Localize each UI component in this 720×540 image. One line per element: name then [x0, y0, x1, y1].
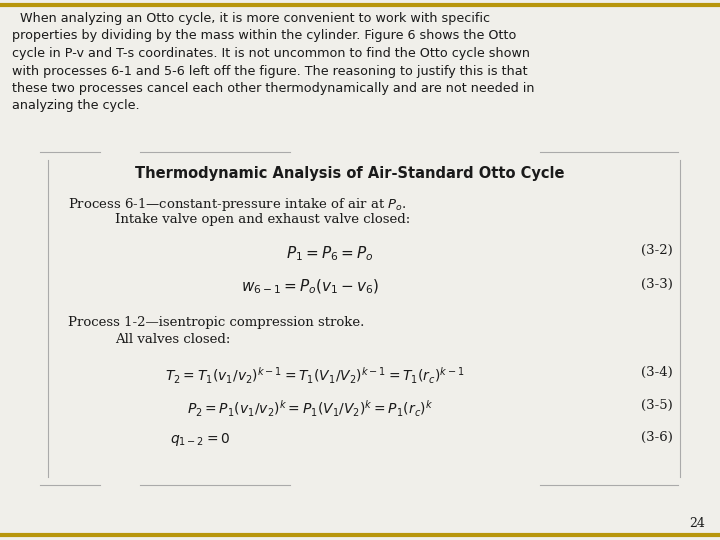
- Text: All valves closed:: All valves closed:: [115, 333, 230, 346]
- Text: Process 1-2—isentropic compression stroke.: Process 1-2—isentropic compression strok…: [68, 316, 364, 329]
- Text: (3-6): (3-6): [641, 431, 673, 444]
- Text: these two processes cancel each other thermodynamically and are not needed in: these two processes cancel each other th…: [12, 82, 534, 95]
- Text: (3-3): (3-3): [641, 278, 673, 291]
- Text: $P_1 = P_6 = P_o$: $P_1 = P_6 = P_o$: [287, 244, 374, 262]
- Text: Thermodynamic Analysis of Air-Standard Otto Cycle: Thermodynamic Analysis of Air-Standard O…: [135, 166, 564, 181]
- Text: with processes 6-1 and 5-6 left off the figure. The reasoning to justify this is: with processes 6-1 and 5-6 left off the …: [12, 64, 528, 78]
- Text: properties by dividing by the mass within the cylinder. Figure 6 shows the Otto: properties by dividing by the mass withi…: [12, 30, 516, 43]
- Text: When analyzing an Otto cycle, it is more convenient to work with specific: When analyzing an Otto cycle, it is more…: [12, 12, 490, 25]
- Text: (3-5): (3-5): [642, 399, 673, 412]
- Text: $q_{1-2} = 0$: $q_{1-2} = 0$: [170, 431, 230, 448]
- Text: $w_{6-1} = P_o(v_1 - v_6)$: $w_{6-1} = P_o(v_1 - v_6)$: [241, 278, 379, 296]
- Text: cycle in P-v and T-s coordinates. It is not uncommon to find the Otto cycle show: cycle in P-v and T-s coordinates. It is …: [12, 47, 530, 60]
- Text: Intake valve open and exhaust valve closed:: Intake valve open and exhaust valve clos…: [115, 213, 410, 226]
- Text: $T_2 = T_1(v_1/v_2)^{k-1} = T_1(V_1/V_2)^{k-1} = T_1(r_c)^{k-1}$: $T_2 = T_1(v_1/v_2)^{k-1} = T_1(V_1/V_2)…: [165, 366, 465, 386]
- Text: $P_2 = P_1(v_1/v_2)^{k} = P_1(V_1/V_2)^{k} = P_1(r_c)^{k}$: $P_2 = P_1(v_1/v_2)^{k} = P_1(V_1/V_2)^{…: [187, 399, 433, 419]
- Text: 24: 24: [689, 517, 705, 530]
- Text: Process 6-1—constant-pressure intake of air at $P_o$.: Process 6-1—constant-pressure intake of …: [68, 196, 407, 213]
- Text: analyzing the cycle.: analyzing the cycle.: [12, 99, 140, 112]
- Text: (3-4): (3-4): [642, 366, 673, 379]
- Text: (3-2): (3-2): [642, 244, 673, 257]
